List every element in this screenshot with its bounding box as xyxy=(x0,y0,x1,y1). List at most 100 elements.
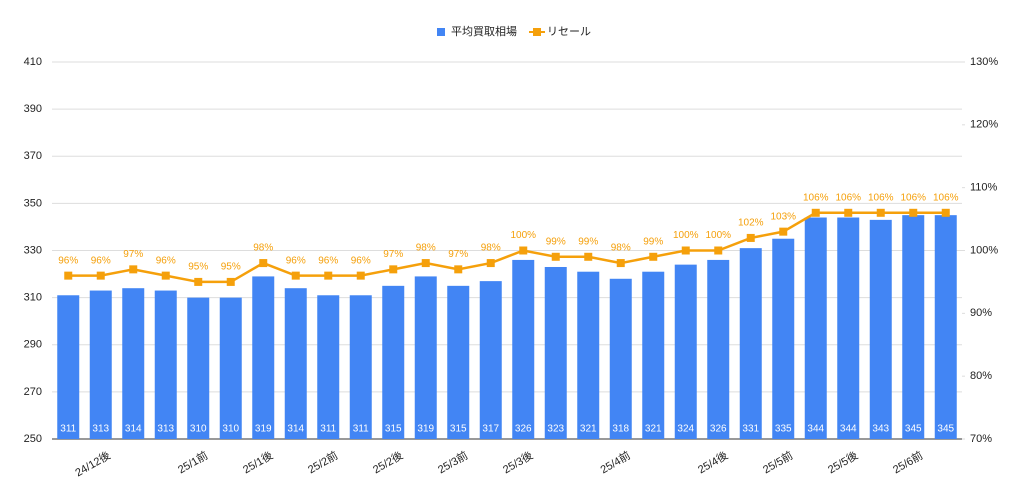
x-tick-label: 25/4後 xyxy=(695,448,730,476)
y-tick-label: 290 xyxy=(24,339,42,351)
point xyxy=(454,265,463,274)
bar xyxy=(837,217,860,439)
point xyxy=(356,271,365,280)
bar-label: 311 xyxy=(320,424,336,435)
point xyxy=(909,208,918,217)
bar xyxy=(382,285,405,439)
bar xyxy=(674,264,697,439)
y2-tick-label: 90% xyxy=(970,307,992,319)
bar xyxy=(349,295,372,439)
y2-tick-label: 110% xyxy=(970,182,998,194)
point xyxy=(324,271,333,280)
y2-tick-label: 120% xyxy=(970,119,998,131)
bar xyxy=(89,290,112,439)
bar xyxy=(772,238,795,439)
bar-label: 343 xyxy=(872,424,889,435)
bar xyxy=(804,217,827,439)
point-label: 96% xyxy=(286,255,306,266)
point xyxy=(161,271,170,280)
point xyxy=(876,208,885,217)
x-tick-label: 25/3前 xyxy=(435,448,470,476)
x-tick-label: 25/5後 xyxy=(825,448,860,476)
bar-label: 313 xyxy=(92,424,109,435)
point xyxy=(259,259,268,268)
point xyxy=(96,271,105,280)
bar-label: 324 xyxy=(677,424,694,435)
bar xyxy=(284,288,307,439)
y2-tick-label: 70% xyxy=(970,433,992,445)
point xyxy=(389,265,398,274)
point-label: 106% xyxy=(835,192,861,203)
point-label: 98% xyxy=(481,243,501,254)
bar-label: 315 xyxy=(385,424,402,435)
bar-label: 321 xyxy=(580,424,597,435)
point-label: 96% xyxy=(351,255,371,266)
y-tick-label: 350 xyxy=(24,197,42,209)
bar-label: 345 xyxy=(905,424,922,435)
y-tick-label: 410 xyxy=(24,56,42,68)
legend-swatch xyxy=(533,28,541,36)
bar-label: 335 xyxy=(775,424,792,435)
point xyxy=(551,252,560,261)
point-label: 106% xyxy=(803,192,829,203)
x-tick-label: 25/6前 xyxy=(890,448,925,476)
point xyxy=(746,233,755,242)
point-label: 106% xyxy=(933,192,959,203)
point-label: 98% xyxy=(253,243,273,254)
bar xyxy=(219,297,242,439)
bar xyxy=(512,259,535,439)
point-label: 98% xyxy=(611,243,631,254)
bar xyxy=(252,276,275,439)
point xyxy=(844,208,853,217)
bar-label: 344 xyxy=(840,424,857,435)
bar xyxy=(187,297,210,439)
point xyxy=(616,259,625,268)
bar xyxy=(577,271,600,439)
bar xyxy=(934,215,957,439)
bar xyxy=(154,290,177,439)
point xyxy=(811,208,820,217)
x-tick-label: 25/2前 xyxy=(305,448,340,476)
x-tick-label: 25/1後 xyxy=(240,448,275,476)
y-tick-label: 270 xyxy=(24,386,42,398)
bar-label: 344 xyxy=(807,424,824,435)
point-label: 106% xyxy=(900,192,926,203)
legend-label: リセール xyxy=(547,25,591,38)
bar xyxy=(479,281,502,439)
bar xyxy=(609,278,632,439)
bar xyxy=(739,248,762,439)
point-label: 100% xyxy=(510,230,536,241)
bar-label: 319 xyxy=(255,424,272,435)
bar-label: 314 xyxy=(287,424,304,435)
bar xyxy=(414,276,437,439)
bar xyxy=(447,285,470,439)
bar xyxy=(902,215,925,439)
line xyxy=(68,211,946,284)
point-label: 96% xyxy=(156,255,176,266)
point-label: 103% xyxy=(770,211,796,222)
point-label: 95% xyxy=(221,262,241,273)
point-label: 97% xyxy=(383,249,403,260)
bar-label: 313 xyxy=(157,424,174,435)
bar xyxy=(707,259,730,439)
y2-tick-label: 80% xyxy=(970,370,992,382)
bar xyxy=(642,271,665,439)
y-tick-label: 390 xyxy=(24,103,42,115)
x-tick-label: 25/3後 xyxy=(500,448,535,476)
y-tick-label: 310 xyxy=(24,292,42,304)
point xyxy=(64,271,73,280)
point xyxy=(649,252,658,261)
point-label: 95% xyxy=(188,262,208,273)
bar-label: 310 xyxy=(222,424,239,435)
point xyxy=(714,246,723,255)
bar xyxy=(544,266,567,439)
point-label: 96% xyxy=(318,255,338,266)
bar-label: 311 xyxy=(60,424,76,435)
bar-label: 311 xyxy=(353,424,369,435)
bar-label: 319 xyxy=(417,424,434,435)
point-label: 99% xyxy=(546,236,566,247)
bar-label: 318 xyxy=(612,424,629,435)
point xyxy=(129,265,138,274)
x-tick-label: 25/4前 xyxy=(598,448,633,476)
